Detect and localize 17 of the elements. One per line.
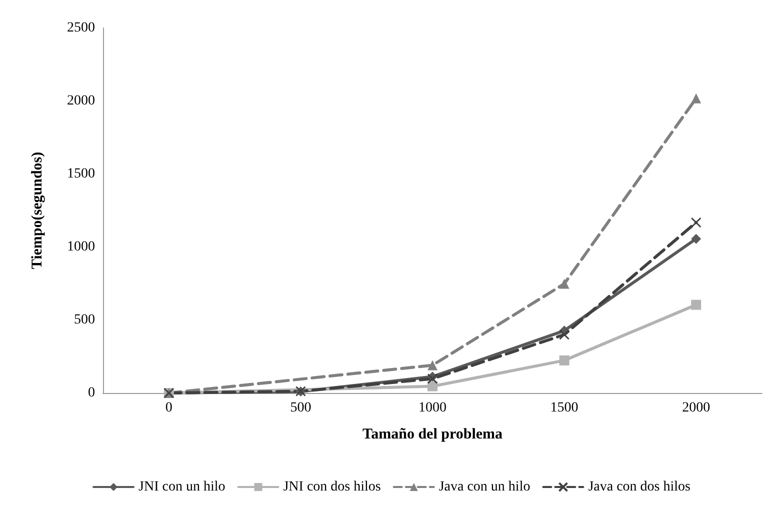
y-tick-label: 1000 [67, 240, 95, 254]
y-tick-label: 2000 [67, 94, 95, 108]
y-axis-title: Tiempo(segundos) [30, 152, 46, 270]
x-tick-label: 1500 [550, 400, 578, 416]
x-tick-label: 1000 [418, 400, 446, 416]
legend-label: Java con dos hilos [588, 480, 690, 494]
y-tick-label: 2500 [67, 20, 95, 36]
x-tick-label: 0 [165, 400, 172, 416]
legend-label: Java con un hilo [438, 480, 530, 494]
legend-label: JNI con un hilo [138, 480, 226, 494]
x-axis-title: Tamaño del problema [362, 426, 504, 442]
legend-label: JNI con dos hilos [283, 480, 381, 494]
x-tick-label: 500 [290, 400, 312, 416]
x-tick-label: 2000 [682, 400, 710, 416]
y-tick-label: 1500 [67, 166, 95, 182]
y-tick-label: 0 [88, 386, 95, 400]
y-tick-label: 500 [74, 312, 95, 328]
